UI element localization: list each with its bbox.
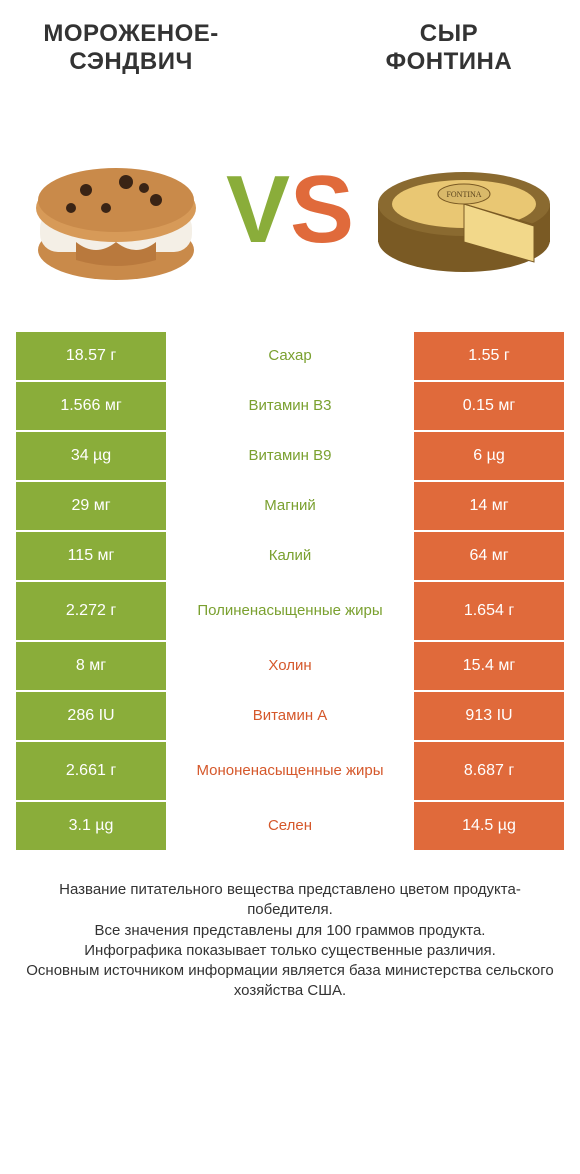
cell-left: 29 мг <box>16 482 166 530</box>
footer-notes: Название питательного вещества представл… <box>16 880 564 1002</box>
headers: МОРОЖЕНОЕ- СЭНДВИЧ СЫР ФОНТИНА <box>16 20 564 100</box>
cell-nutrient: Полиненасыщенные жиры <box>166 582 414 640</box>
cell-right: 14 мг <box>414 482 564 530</box>
cell-nutrient: Селен <box>166 802 414 850</box>
table-row: 286 IUВитамин A913 IU <box>16 690 564 740</box>
cookie-sandwich-icon <box>16 130 216 290</box>
cell-right: 64 мг <box>414 532 564 580</box>
food-left-image <box>16 130 216 290</box>
cell-left: 3.1 µg <box>16 802 166 850</box>
footer-line-3: Инфографика показывает только существенн… <box>26 941 554 961</box>
table-row: 34 µgВитамин B96 µg <box>16 430 564 480</box>
cell-left: 1.566 мг <box>16 382 166 430</box>
cell-right: 1.55 г <box>414 332 564 380</box>
header-left-line1: МОРОЖЕНОЕ- <box>43 20 218 47</box>
header-right-line1: СЫР <box>420 20 478 47</box>
table-row: 115 мгКалий64 мг <box>16 530 564 580</box>
cell-nutrient: Витамин B3 <box>166 382 414 430</box>
cell-nutrient: Калий <box>166 532 414 580</box>
cell-right: 913 IU <box>414 692 564 740</box>
cell-right: 15.4 мг <box>414 642 564 690</box>
header-left-line2: СЭНДВИЧ <box>69 48 192 75</box>
table-row: 8 мгХолин15.4 мг <box>16 640 564 690</box>
cell-right: 8.687 г <box>414 742 564 800</box>
cell-right: 6 µg <box>414 432 564 480</box>
footer-line-2: Все значения представлены для 100 граммо… <box>26 921 554 941</box>
cell-left: 115 мг <box>16 532 166 580</box>
comparison-table: 18.57 гСахар1.55 г1.566 мгВитамин B30.15… <box>16 330 564 850</box>
svg-text:FONTINA: FONTINA <box>446 190 481 199</box>
cheese-wheel-icon: FONTINA <box>364 130 564 290</box>
table-row: 3.1 µgСелен14.5 µg <box>16 800 564 850</box>
header-left: МОРОЖЕНОЕ- СЭНДВИЧ <box>16 20 246 76</box>
cell-left: 18.57 г <box>16 332 166 380</box>
cell-nutrient: Витамин B9 <box>166 432 414 480</box>
hero-row: VS FONTINA <box>16 110 564 310</box>
table-row: 2.661 гМононенасыщенные жиры8.687 г <box>16 740 564 800</box>
cell-nutrient: Мононенасыщенные жиры <box>166 742 414 800</box>
table-row: 29 мгМагний14 мг <box>16 480 564 530</box>
footer-line-4: Основным источником информации является … <box>26 961 554 1002</box>
table-row: 1.566 мгВитамин B30.15 мг <box>16 380 564 430</box>
vs-s: S <box>290 162 354 258</box>
cell-left: 286 IU <box>16 692 166 740</box>
vs-v: V <box>226 162 290 258</box>
cell-left: 34 µg <box>16 432 166 480</box>
infographic-page: МОРОЖЕНОЕ- СЭНДВИЧ СЫР ФОНТИНА <box>0 0 580 1174</box>
cell-left: 2.661 г <box>16 742 166 800</box>
cell-nutrient: Холин <box>166 642 414 690</box>
cell-nutrient: Сахар <box>166 332 414 380</box>
footer-line-1: Название питательного вещества представл… <box>26 880 554 921</box>
header-right-line2: ФОНТИНА <box>386 48 513 75</box>
cell-right: 0.15 мг <box>414 382 564 430</box>
cell-nutrient: Магний <box>166 482 414 530</box>
cell-right: 1.654 г <box>414 582 564 640</box>
cell-nutrient: Витамин A <box>166 692 414 740</box>
table-row: 2.272 гПолиненасыщенные жиры1.654 г <box>16 580 564 640</box>
cell-left: 8 мг <box>16 642 166 690</box>
table-row: 18.57 гСахар1.55 г <box>16 330 564 380</box>
header-right: СЫР ФОНТИНА <box>334 20 564 76</box>
vs-label: VS <box>226 162 354 258</box>
cell-right: 14.5 µg <box>414 802 564 850</box>
cell-left: 2.272 г <box>16 582 166 640</box>
food-right-image: FONTINA <box>364 130 564 290</box>
